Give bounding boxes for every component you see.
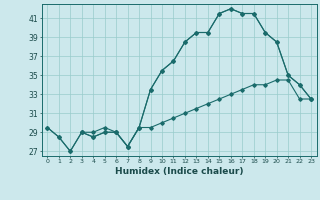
- X-axis label: Humidex (Indice chaleur): Humidex (Indice chaleur): [115, 167, 244, 176]
